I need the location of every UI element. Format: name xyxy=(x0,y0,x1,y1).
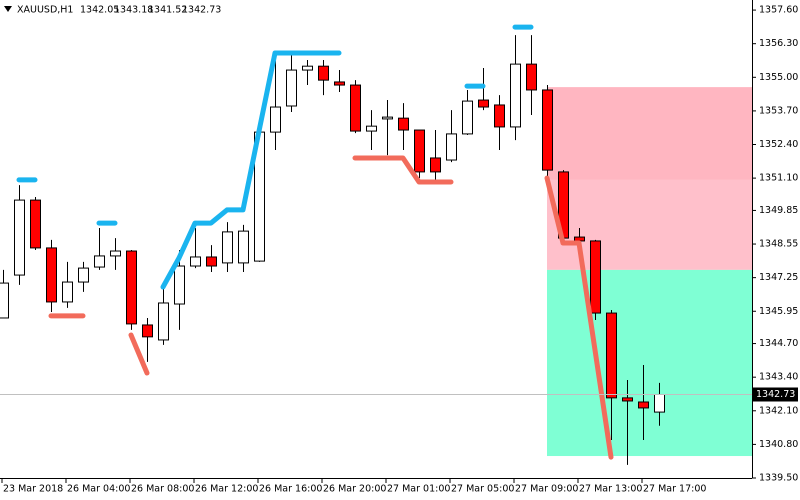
header-close: 1342.73 xyxy=(182,5,221,16)
candle-body xyxy=(654,393,665,413)
y-tick-label: 1339.50 xyxy=(759,473,798,484)
price-label-box xyxy=(752,387,798,402)
candle-body xyxy=(398,117,409,131)
candle-body xyxy=(622,397,633,402)
x-tick-label: 27 Mar 17:00 xyxy=(643,484,706,495)
candle-body xyxy=(574,236,585,242)
candle-body xyxy=(366,125,377,132)
candle-body xyxy=(462,100,473,135)
candle-body xyxy=(158,302,169,341)
header-high: 1343.18 xyxy=(114,5,153,16)
y-tick-label: 1343.40 xyxy=(759,372,798,383)
x-tick-label: 23 Mar 2018 xyxy=(3,484,63,495)
candle-body xyxy=(478,99,489,108)
candle-body xyxy=(0,282,9,319)
y-tick-label: 1344.70 xyxy=(759,338,798,349)
zones xyxy=(547,87,752,457)
candle-body xyxy=(46,247,57,303)
candle-body xyxy=(270,106,281,133)
candle-body xyxy=(590,240,601,314)
candle-body xyxy=(334,81,345,86)
price-label: 1342.73 xyxy=(756,389,795,400)
y-tick-label: 1356.30 xyxy=(759,38,798,49)
candle-body xyxy=(318,65,329,81)
candle-body xyxy=(126,250,137,325)
candle-body xyxy=(542,89,553,171)
zone xyxy=(547,179,752,270)
candle-body xyxy=(286,69,297,107)
x-tick-label: 26 Mar 16:00 xyxy=(259,484,322,495)
x-tick-label: 26 Mar 04:00 xyxy=(67,484,130,495)
plot xyxy=(0,24,665,465)
candle-body xyxy=(78,267,89,283)
candle-body xyxy=(110,250,121,257)
candle-body xyxy=(30,199,41,249)
x-tick-label: 26 Mar 12:00 xyxy=(195,484,258,495)
y-tick-label: 1348.55 xyxy=(759,239,798,250)
symbol-icon xyxy=(4,6,12,12)
candle-body xyxy=(414,129,425,173)
y-tick-label: 1355.00 xyxy=(759,72,798,83)
x-tick-label: 27 Mar 05:00 xyxy=(451,484,514,495)
candle-body xyxy=(526,63,537,91)
y-tick-label: 1352.40 xyxy=(759,139,798,150)
candle-body xyxy=(142,324,153,338)
candle-body xyxy=(174,265,185,305)
y-tick-label: 1347.25 xyxy=(759,272,798,283)
x-tick-label: 26 Mar 20:00 xyxy=(323,484,386,495)
candle-body xyxy=(510,63,521,128)
candle-body xyxy=(190,256,201,267)
candle-body xyxy=(302,65,313,71)
x-tick-label: 27 Mar 09:00 xyxy=(515,484,578,495)
zone xyxy=(547,87,752,180)
x-tick-label: 27 Mar 01:00 xyxy=(387,484,450,495)
candle-body xyxy=(238,230,249,264)
x-tick-label: 26 Mar 08:00 xyxy=(131,484,194,495)
y-tick-label: 1357.60 xyxy=(759,5,798,16)
indicator-line xyxy=(48,155,614,460)
candle-body xyxy=(430,157,441,173)
candle-body xyxy=(62,281,73,303)
candle-body xyxy=(446,133,457,161)
header-open: 1342.05 xyxy=(80,5,119,16)
y-tick-label: 1349.85 xyxy=(759,205,798,216)
candle-body xyxy=(606,312,617,399)
candle-body xyxy=(382,116,393,120)
y-tick-label: 1340.80 xyxy=(759,439,798,450)
y-tick-label: 1351.10 xyxy=(759,173,798,184)
symbol: XAUUSD,H1 xyxy=(17,5,73,16)
candle-body xyxy=(638,401,649,409)
header-low: 1341.52 xyxy=(148,5,187,16)
candle-body xyxy=(494,104,505,128)
indicator-line xyxy=(16,24,534,290)
y-tick-label: 1345.95 xyxy=(759,306,798,317)
candle-body xyxy=(222,231,233,264)
y-tick-label: 1342.10 xyxy=(759,405,798,416)
candle-body xyxy=(206,256,217,267)
y-tick-label: 1353.70 xyxy=(759,105,798,116)
candle-body xyxy=(94,255,105,268)
zone xyxy=(547,269,752,457)
candle-body xyxy=(350,84,361,132)
candle-body xyxy=(14,199,25,276)
x-tick-label: 27 Mar 13:00 xyxy=(579,484,642,495)
